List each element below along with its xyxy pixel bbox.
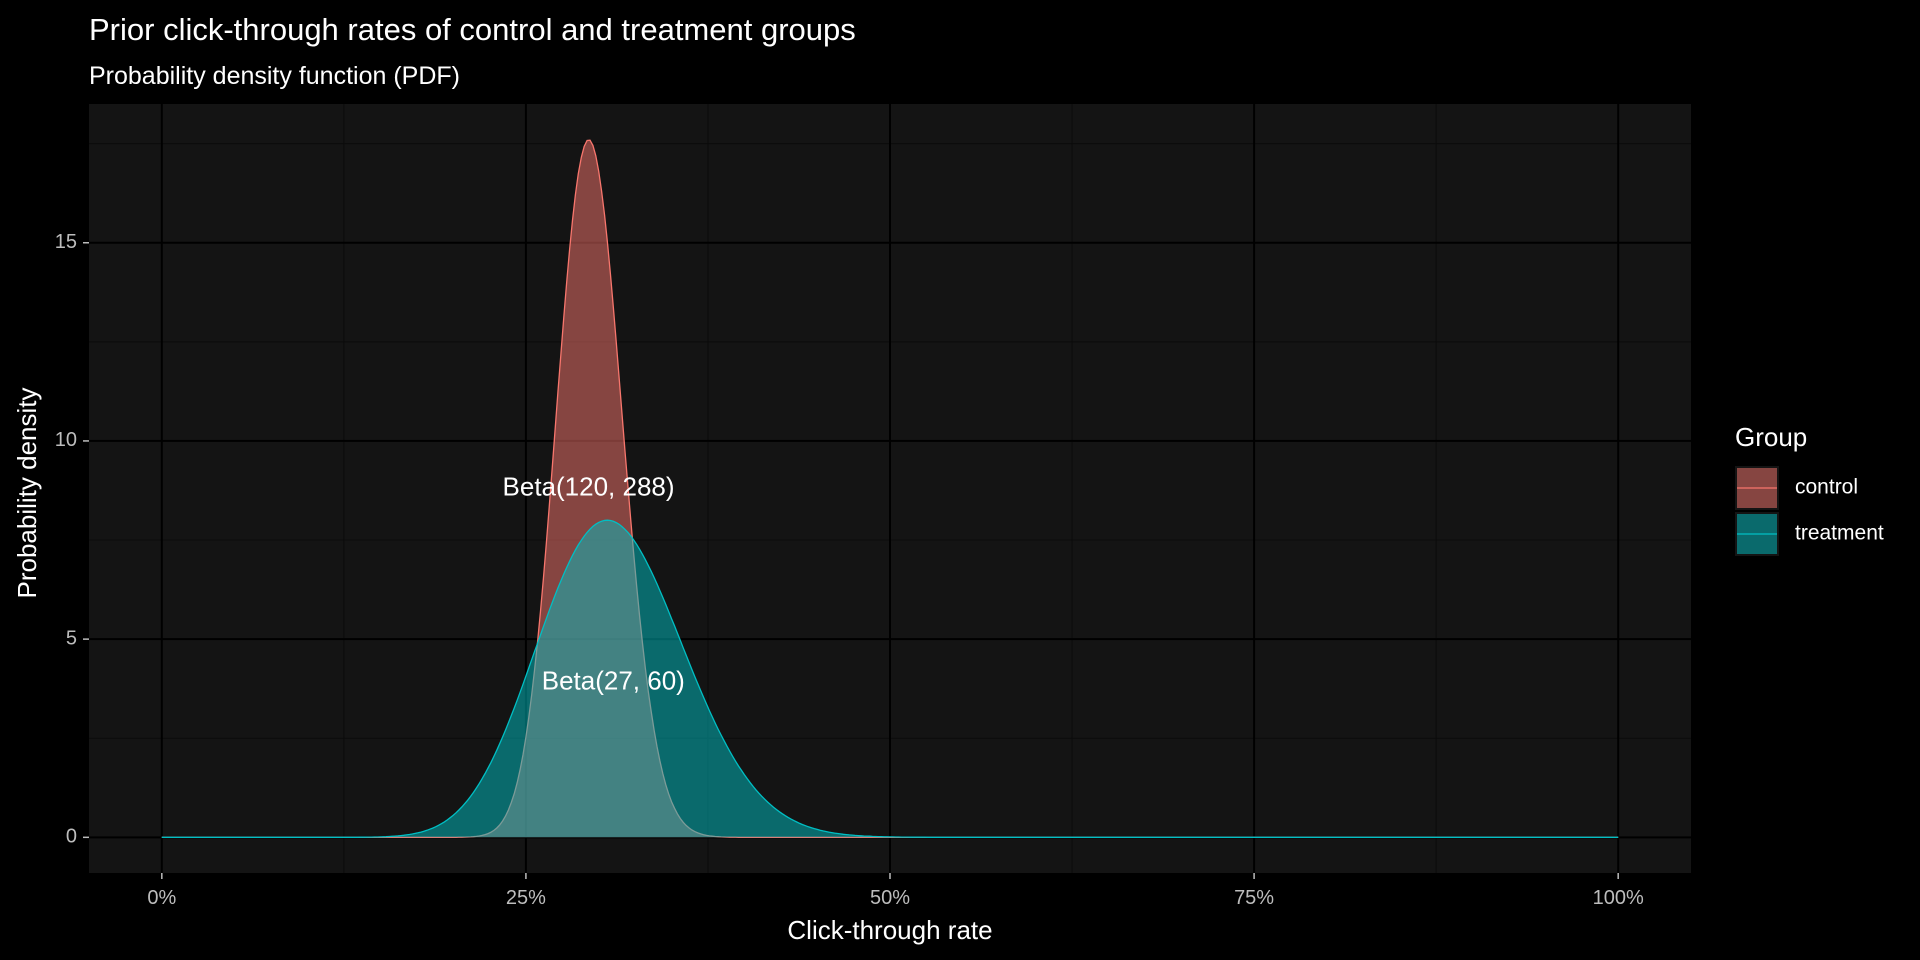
- legend-title: Group: [1735, 422, 1807, 452]
- x-tick-label: 0%: [147, 887, 176, 909]
- x-tick-label: 50%: [870, 887, 910, 909]
- x-tick-label: 100%: [1593, 887, 1644, 909]
- chart-title: Prior click-through rates of control and…: [89, 12, 856, 47]
- x-axis: 0% 25% 50% 75% 100%: [147, 873, 1644, 909]
- density-area-treatment: [161, 520, 1619, 838]
- density-line-treatment: [161, 519, 1619, 838]
- y-tick-label: 10: [55, 429, 77, 451]
- legend: Group control treatment: [1735, 422, 1884, 556]
- y-tick-label: 5: [66, 627, 77, 649]
- y-tick-label: 0: [66, 826, 77, 848]
- x-tick-label: 25%: [506, 887, 546, 909]
- chart-subtitle: Probability density function (PDF): [89, 62, 460, 90]
- y-axis: 0 5 10 15: [55, 231, 89, 848]
- grid-major: [89, 104, 1691, 873]
- y-tick-label: 15: [55, 231, 77, 253]
- x-axis-title: Click-through rate: [787, 915, 992, 945]
- density-areas: [161, 139, 1619, 838]
- annotation-label: Beta(120, 288): [503, 471, 675, 501]
- annotation-label: Beta(27, 60): [542, 666, 685, 696]
- legend-label-treatment: treatment: [1795, 522, 1884, 545]
- y-axis-title: Probability density: [12, 388, 42, 599]
- annotations: Beta(120, 288) Beta(27, 60): [503, 471, 685, 695]
- x-tick-label: 75%: [1234, 887, 1274, 909]
- legend-label-control: control: [1795, 476, 1858, 499]
